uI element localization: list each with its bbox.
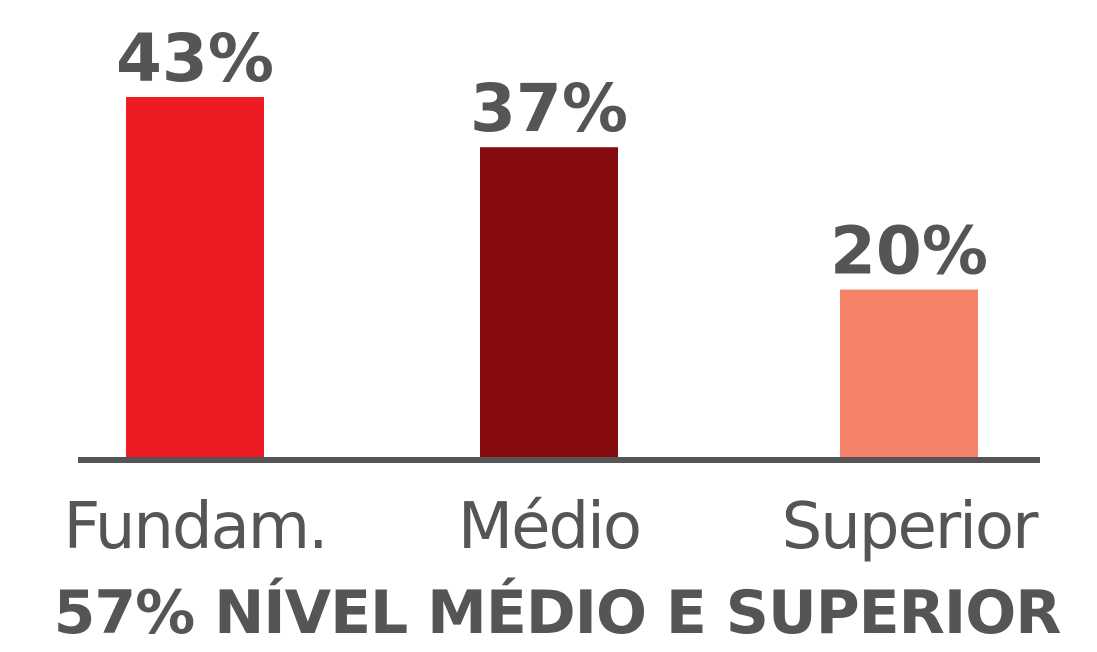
value-label: 37% <box>470 70 628 147</box>
value-label: 43% <box>116 20 274 97</box>
category-label: Médio <box>458 490 640 564</box>
value-labels-group: 43% 37% 20% <box>116 20 988 290</box>
chart-subtitle: 57% NÍVEL MÉDIO E SUPERIOR <box>54 576 1061 648</box>
category-label: Fundam. <box>64 490 327 564</box>
bar-superior <box>840 289 978 457</box>
bar-fundam <box>126 97 264 457</box>
category-label: Superior <box>782 490 1039 564</box>
value-label: 20% <box>830 213 988 290</box>
category-labels-group: Fundam. Médio Superior <box>64 490 1042 564</box>
bars-group <box>126 97 978 458</box>
bar-m-dio <box>480 147 618 458</box>
